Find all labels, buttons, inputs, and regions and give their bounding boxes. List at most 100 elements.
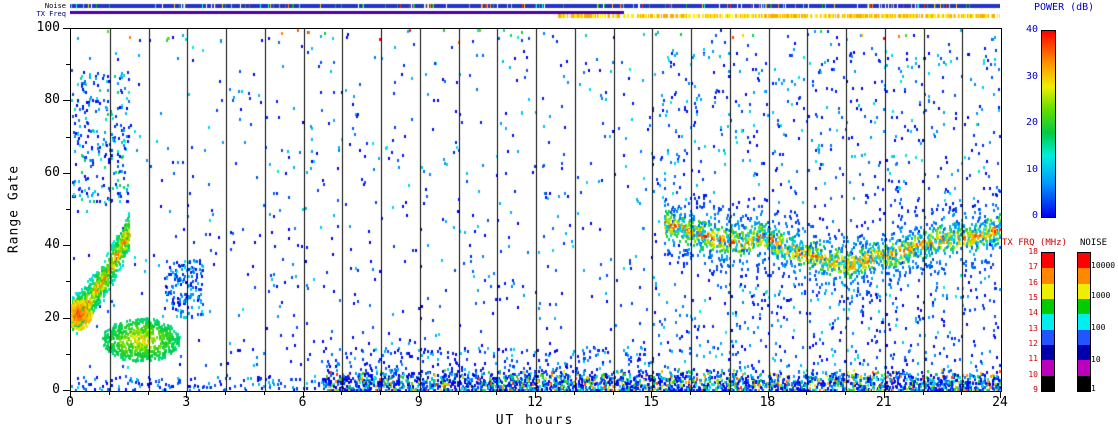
y-tick-label: 20 — [44, 309, 60, 325]
x-minor-tick — [961, 392, 963, 395]
x-minor-tick — [108, 392, 110, 395]
y-axis-title: Range Gate — [6, 164, 22, 254]
x-minor-tick — [806, 392, 808, 395]
y-tick-mark — [63, 172, 70, 174]
noise-color-block — [1078, 298, 1090, 315]
txfrq-color-block — [1042, 253, 1054, 269]
txfrq-tick-label: 12 — [1028, 339, 1038, 348]
noise-colorbar — [1077, 252, 1091, 392]
status-strips-canvas — [70, 2, 1000, 20]
power-colorbar-title: POWER (dB) — [1034, 2, 1095, 13]
txfrq-tick-label: 16 — [1028, 277, 1038, 287]
x-minor-tick — [341, 392, 343, 395]
noise-tick-label: 100 — [1091, 322, 1106, 332]
plot-area — [70, 28, 1002, 392]
txfrq-tick-label: 11 — [1028, 354, 1038, 364]
x-tick-label: 24 — [992, 395, 1008, 410]
x-minor-tick — [263, 392, 265, 395]
txfrq-color-block — [1042, 283, 1054, 299]
power-tick-label: 40 — [1025, 24, 1038, 35]
x-tick-mark — [651, 392, 653, 398]
y-tick-mark — [63, 28, 70, 29]
x-minor-tick — [225, 392, 226, 395]
x-minor-tick — [845, 392, 846, 395]
noise-tick-label: 10000 — [1091, 260, 1116, 270]
noise-color-block — [1078, 375, 1090, 391]
txfrq-tick-label: 14 — [1028, 308, 1038, 318]
x-tick-mark — [535, 392, 536, 398]
y-tick-label: 40 — [44, 237, 60, 253]
noise-tick-label: 1 — [1091, 383, 1096, 393]
x-tick-label: 3 — [182, 395, 191, 410]
noise-tick-label: 1000 — [1091, 291, 1111, 301]
noise-color-block — [1078, 314, 1090, 330]
y-minor-tick — [66, 64, 70, 66]
txfrq-color-block — [1042, 298, 1054, 315]
y-tick-mark — [63, 100, 70, 102]
txfrq-tick-label: 13 — [1028, 323, 1038, 333]
x-tick-mark — [418, 392, 420, 398]
noise-strip-label: Noise — [44, 2, 66, 10]
x-tick-label: 12 — [527, 395, 543, 410]
txfrq-tick-label: 9 — [1033, 385, 1038, 394]
txfrq-tick-label: 15 — [1028, 293, 1038, 302]
power-tick-label: 0 — [1031, 210, 1038, 221]
x-minor-tick — [690, 392, 691, 395]
txfrq-tick-label: 10 — [1028, 369, 1038, 379]
power-tick-label: 20 — [1025, 117, 1038, 128]
x-minor-tick — [922, 392, 924, 395]
txfrq-colorbar — [1041, 252, 1055, 392]
power-colorbar — [1041, 30, 1056, 218]
x-minor-tick — [147, 392, 149, 395]
y-tick-mark — [63, 317, 70, 319]
y-minor-tick — [66, 281, 70, 283]
x-tick-mark — [1000, 392, 1001, 398]
txfrq-color-block — [1042, 375, 1054, 391]
x-tick-label: 0 — [66, 395, 74, 410]
noise-color-block — [1078, 344, 1090, 361]
x-minor-tick — [380, 392, 381, 395]
txfrq-color-block — [1042, 268, 1054, 284]
power-tick-label: 30 — [1025, 70, 1038, 82]
txfrq-color-block — [1042, 329, 1054, 345]
y-tick-label: 0 — [52, 382, 60, 397]
x-tick-mark — [186, 392, 188, 398]
power-tick-label: 10 — [1025, 163, 1038, 175]
noise-color-block — [1078, 283, 1090, 299]
x-tick-mark — [302, 392, 304, 398]
y-tick-mark — [63, 390, 70, 391]
noise-color-block — [1078, 329, 1090, 345]
x-minor-tick — [728, 392, 730, 395]
x-tick-label: 21 — [875, 395, 892, 410]
txfrq-colorbar-title: TX FRQ (MHz) — [1002, 238, 1068, 248]
txfrq-tick-label: 18 — [1028, 247, 1038, 256]
y-tick-label: 60 — [44, 164, 60, 180]
x-tick-mark — [767, 392, 769, 398]
y-minor-tick — [66, 136, 70, 138]
noise-color-block — [1078, 253, 1090, 269]
x-axis-title: UT hours — [495, 413, 575, 428]
x-tick-label: 6 — [298, 395, 307, 410]
y-tick-mark — [63, 245, 70, 247]
txfrq-color-block — [1042, 344, 1054, 361]
y-tick-label: 100 — [36, 20, 60, 35]
y-minor-tick — [66, 353, 70, 355]
x-minor-tick — [496, 392, 498, 395]
txfreq-strip-label: TX Freq — [36, 10, 66, 18]
noise-colorbar-title: NOISE — [1080, 238, 1108, 248]
x-tick-label: 9 — [414, 395, 423, 410]
rti-plot-canvas — [71, 29, 1001, 391]
x-tick-label: 18 — [759, 395, 776, 410]
x-tick-mark — [70, 392, 71, 398]
x-minor-tick — [457, 392, 459, 395]
noise-tick-label: 10 — [1091, 354, 1101, 364]
x-tick-label: 15 — [643, 395, 660, 410]
noise-color-block — [1078, 268, 1090, 284]
txfrq-tick-label: 17 — [1028, 262, 1038, 272]
x-tick-mark — [883, 392, 885, 398]
x-minor-tick — [612, 392, 614, 395]
noise-color-block — [1078, 360, 1090, 376]
x-minor-tick — [573, 392, 575, 395]
txfrq-color-block — [1042, 314, 1054, 330]
